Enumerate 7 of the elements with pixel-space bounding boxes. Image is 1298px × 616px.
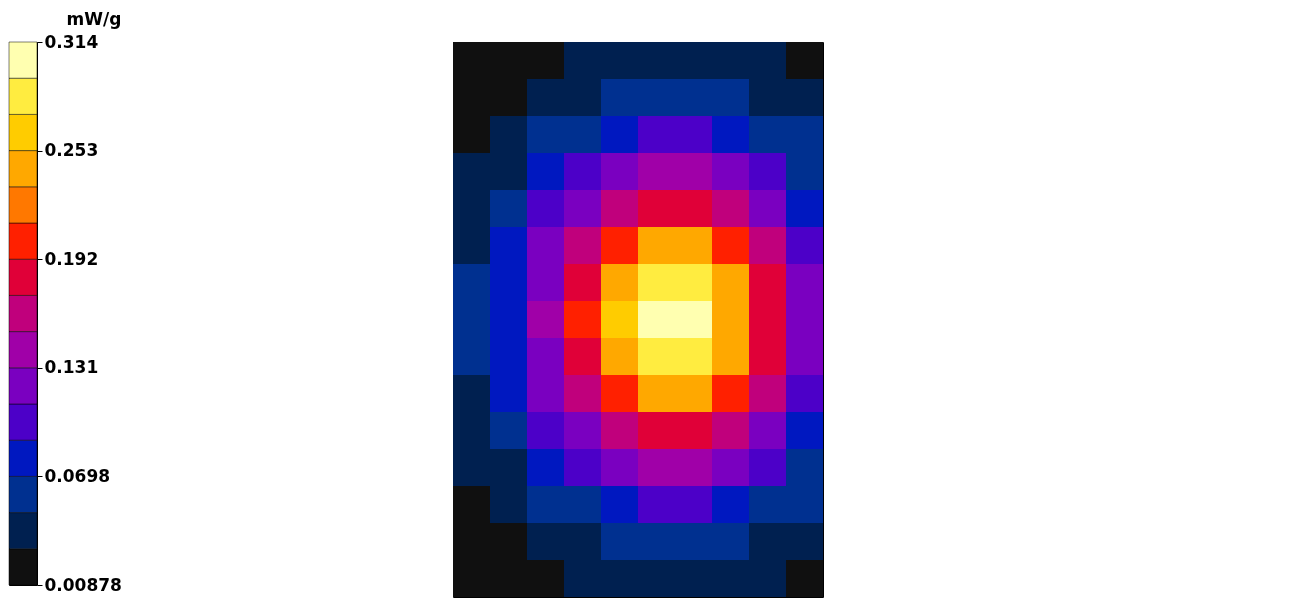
color-bar-label: 0.00878 xyxy=(44,574,122,595)
color-bar-label: 0.131 xyxy=(44,357,99,378)
color-bar-label: 0.0698 xyxy=(44,465,111,486)
color-bar-title: mW/g xyxy=(66,9,122,29)
color-bar-label: 0.253 xyxy=(44,140,99,161)
color-bar-label: 0.192 xyxy=(44,248,99,269)
color-bar-label: 0.314 xyxy=(44,31,99,52)
